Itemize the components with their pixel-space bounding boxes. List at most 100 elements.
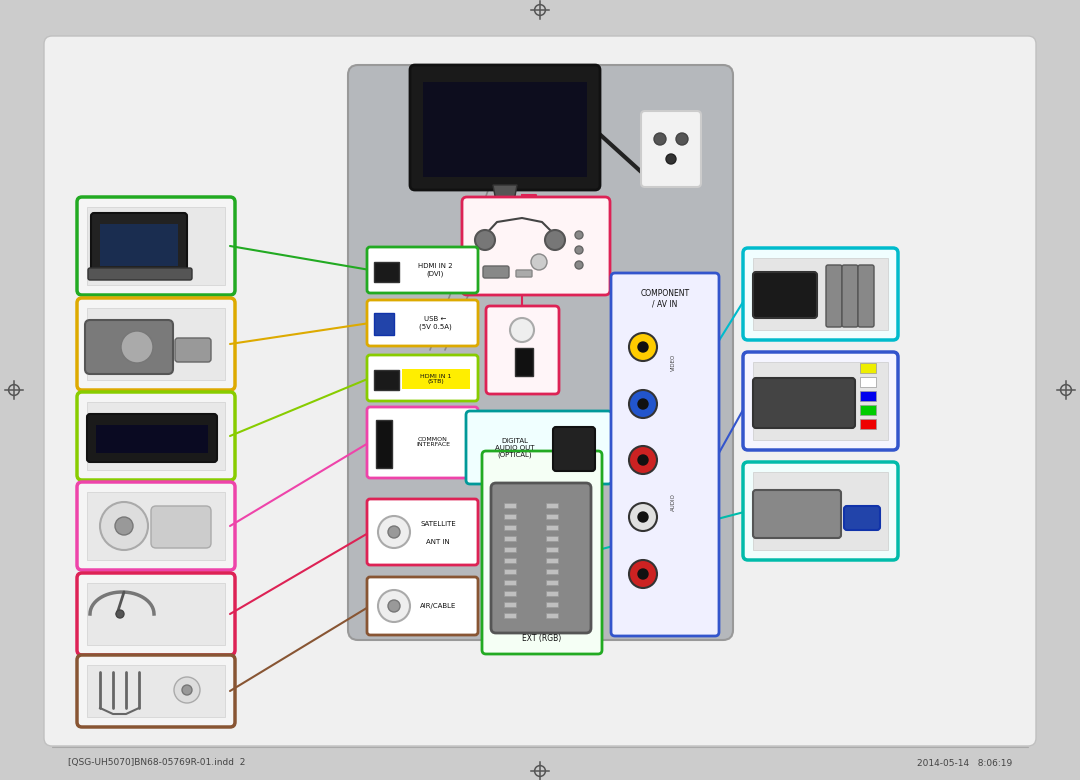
- Circle shape: [114, 517, 133, 535]
- FancyBboxPatch shape: [367, 577, 478, 635]
- Circle shape: [100, 502, 148, 550]
- Circle shape: [388, 600, 400, 612]
- FancyBboxPatch shape: [504, 503, 516, 508]
- Circle shape: [575, 246, 583, 254]
- Text: SATELLITE: SATELLITE: [420, 521, 456, 527]
- Circle shape: [629, 390, 657, 418]
- FancyBboxPatch shape: [77, 392, 235, 480]
- FancyBboxPatch shape: [504, 525, 516, 530]
- FancyBboxPatch shape: [753, 490, 841, 538]
- FancyBboxPatch shape: [87, 402, 225, 470]
- FancyBboxPatch shape: [465, 411, 612, 484]
- FancyBboxPatch shape: [483, 266, 509, 278]
- FancyBboxPatch shape: [348, 65, 733, 640]
- Circle shape: [475, 230, 495, 250]
- FancyBboxPatch shape: [743, 248, 897, 340]
- FancyBboxPatch shape: [402, 369, 470, 389]
- FancyBboxPatch shape: [860, 391, 876, 401]
- Circle shape: [575, 231, 583, 239]
- FancyBboxPatch shape: [611, 273, 719, 636]
- FancyBboxPatch shape: [410, 65, 600, 190]
- FancyBboxPatch shape: [860, 377, 876, 387]
- Circle shape: [378, 590, 410, 622]
- FancyBboxPatch shape: [376, 420, 392, 468]
- FancyBboxPatch shape: [743, 352, 897, 450]
- Circle shape: [174, 677, 200, 703]
- Text: AUDIO: AUDIO: [671, 493, 675, 511]
- FancyBboxPatch shape: [350, 67, 465, 498]
- FancyBboxPatch shape: [87, 414, 217, 462]
- FancyBboxPatch shape: [367, 407, 478, 478]
- Text: [QSG-UH5070]BN68-05769R-01.indd  2: [QSG-UH5070]BN68-05769R-01.indd 2: [68, 758, 245, 768]
- FancyBboxPatch shape: [546, 536, 558, 541]
- FancyBboxPatch shape: [546, 514, 558, 519]
- FancyBboxPatch shape: [475, 203, 535, 215]
- Circle shape: [654, 133, 666, 145]
- FancyBboxPatch shape: [753, 378, 855, 428]
- FancyBboxPatch shape: [87, 665, 225, 717]
- FancyBboxPatch shape: [860, 405, 876, 415]
- FancyBboxPatch shape: [842, 265, 858, 327]
- FancyBboxPatch shape: [546, 503, 558, 508]
- FancyBboxPatch shape: [753, 258, 888, 330]
- FancyBboxPatch shape: [96, 425, 208, 453]
- Circle shape: [638, 512, 648, 522]
- FancyBboxPatch shape: [151, 506, 211, 548]
- Circle shape: [531, 254, 546, 270]
- Text: COMPONENT
/ AV IN: COMPONENT / AV IN: [640, 289, 689, 309]
- FancyBboxPatch shape: [91, 213, 187, 275]
- FancyBboxPatch shape: [546, 580, 558, 585]
- FancyBboxPatch shape: [858, 265, 874, 327]
- Circle shape: [575, 261, 583, 269]
- Circle shape: [388, 526, 400, 538]
- FancyBboxPatch shape: [423, 82, 588, 177]
- FancyBboxPatch shape: [753, 272, 816, 318]
- FancyBboxPatch shape: [504, 536, 516, 541]
- FancyBboxPatch shape: [77, 482, 235, 570]
- FancyBboxPatch shape: [367, 355, 478, 401]
- FancyBboxPatch shape: [77, 655, 235, 727]
- Text: 2014-05-14   8:06:19: 2014-05-14 8:06:19: [917, 758, 1012, 768]
- Circle shape: [629, 333, 657, 361]
- FancyBboxPatch shape: [546, 602, 558, 607]
- FancyBboxPatch shape: [546, 558, 558, 563]
- Circle shape: [378, 516, 410, 548]
- FancyBboxPatch shape: [504, 569, 516, 574]
- Circle shape: [183, 685, 192, 695]
- FancyBboxPatch shape: [87, 268, 192, 280]
- Circle shape: [629, 446, 657, 474]
- FancyBboxPatch shape: [374, 313, 394, 335]
- FancyBboxPatch shape: [462, 197, 610, 295]
- Circle shape: [116, 610, 124, 618]
- FancyBboxPatch shape: [367, 247, 478, 293]
- Text: EXT (RGB): EXT (RGB): [523, 633, 562, 643]
- FancyBboxPatch shape: [77, 573, 235, 655]
- FancyBboxPatch shape: [491, 483, 591, 633]
- Circle shape: [545, 230, 565, 250]
- FancyBboxPatch shape: [546, 547, 558, 552]
- FancyBboxPatch shape: [515, 348, 534, 376]
- Text: HDMI IN 1
(STB): HDMI IN 1 (STB): [420, 374, 451, 385]
- FancyBboxPatch shape: [44, 36, 1036, 746]
- FancyBboxPatch shape: [546, 569, 558, 574]
- Circle shape: [638, 399, 648, 409]
- FancyBboxPatch shape: [546, 525, 558, 530]
- FancyBboxPatch shape: [87, 207, 225, 285]
- FancyBboxPatch shape: [516, 270, 532, 277]
- FancyBboxPatch shape: [504, 514, 516, 519]
- Circle shape: [666, 154, 676, 164]
- FancyBboxPatch shape: [504, 613, 516, 618]
- FancyBboxPatch shape: [504, 580, 516, 585]
- FancyBboxPatch shape: [504, 558, 516, 563]
- FancyBboxPatch shape: [367, 300, 478, 346]
- FancyBboxPatch shape: [77, 298, 235, 390]
- FancyBboxPatch shape: [826, 265, 842, 327]
- FancyBboxPatch shape: [77, 197, 235, 295]
- FancyBboxPatch shape: [374, 370, 399, 390]
- FancyBboxPatch shape: [843, 506, 880, 530]
- Text: COMMON
INTERFACE: COMMON INTERFACE: [416, 437, 450, 448]
- FancyBboxPatch shape: [860, 419, 876, 429]
- FancyBboxPatch shape: [175, 338, 211, 362]
- Text: VIDEO: VIDEO: [671, 353, 675, 370]
- Circle shape: [510, 318, 534, 342]
